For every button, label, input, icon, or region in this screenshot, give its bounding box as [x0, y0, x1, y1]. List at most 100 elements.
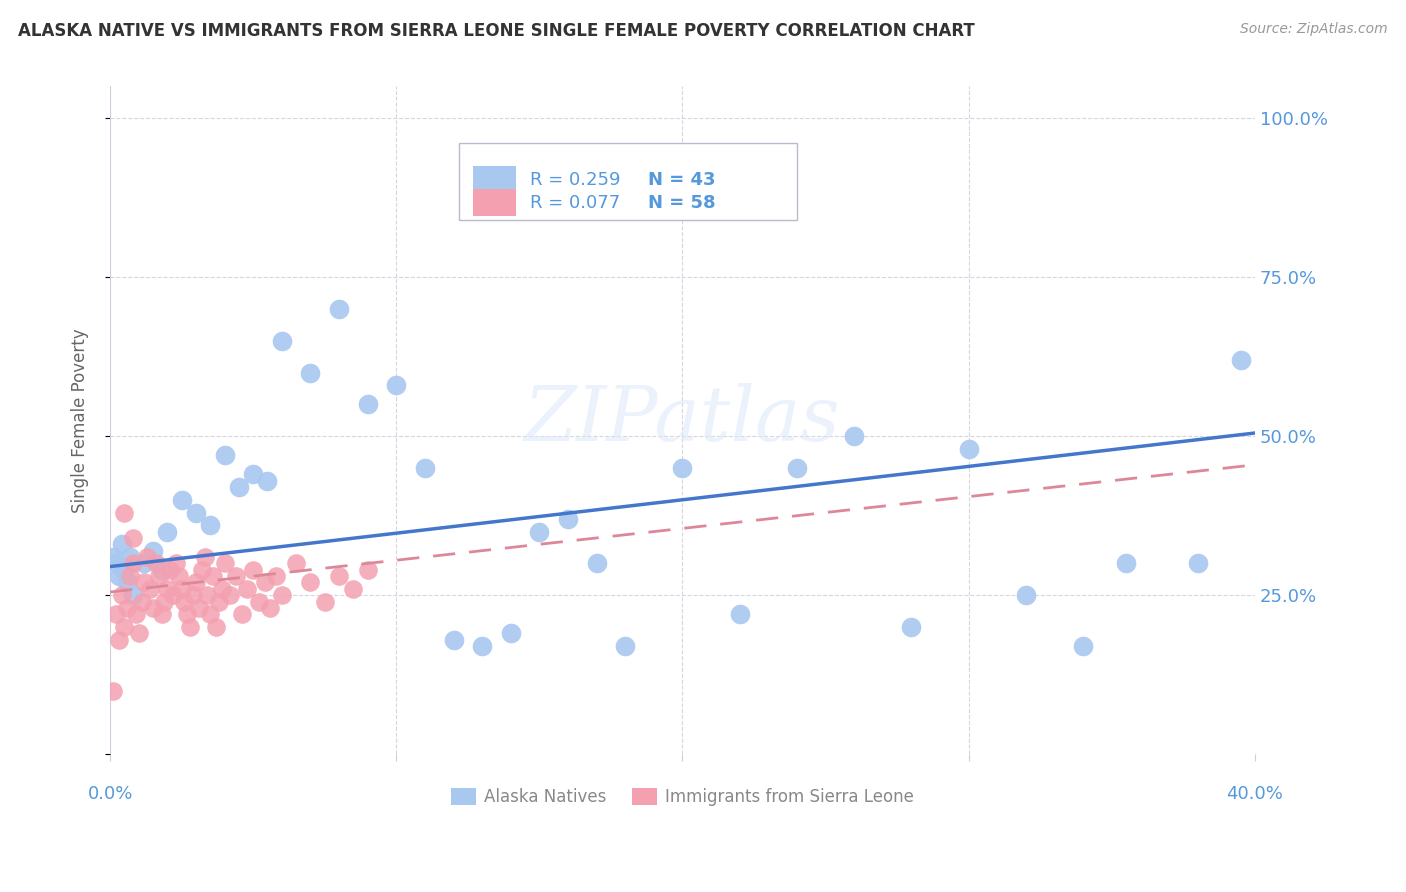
Point — [167, 569, 190, 583]
Point — [299, 366, 322, 380]
Point — [136, 549, 159, 564]
Point — [900, 620, 922, 634]
Legend: Alaska Natives, Immigrants from Sierra Leone: Alaska Natives, Immigrants from Sierra L… — [444, 781, 921, 813]
Point — [253, 575, 276, 590]
Point — [499, 626, 522, 640]
Point — [148, 569, 170, 583]
Point — [134, 575, 156, 590]
Text: R = 0.077: R = 0.077 — [530, 194, 620, 211]
Point — [170, 582, 193, 596]
Point — [139, 582, 162, 596]
Point — [112, 620, 135, 634]
Point — [270, 334, 292, 348]
Point — [202, 569, 225, 583]
Point — [1015, 588, 1038, 602]
Text: ZIPatlas: ZIPatlas — [524, 384, 841, 458]
Point — [170, 492, 193, 507]
Point — [156, 524, 179, 539]
Point — [112, 506, 135, 520]
Point — [162, 588, 184, 602]
Point — [844, 429, 866, 443]
Point — [107, 632, 129, 647]
Point — [299, 575, 322, 590]
Point — [142, 601, 165, 615]
Point — [117, 601, 139, 615]
FancyBboxPatch shape — [460, 143, 797, 220]
Bar — [472, 189, 516, 216]
Point — [211, 582, 233, 596]
Point — [671, 461, 693, 475]
Point — [1115, 557, 1137, 571]
Point — [728, 607, 751, 622]
Point — [957, 442, 980, 456]
Point — [120, 569, 142, 583]
Bar — [472, 166, 516, 193]
Point — [150, 563, 173, 577]
Text: R = 0.259: R = 0.259 — [530, 170, 620, 188]
Point — [242, 563, 264, 577]
Point — [122, 588, 145, 602]
Point — [165, 557, 187, 571]
Point — [1187, 557, 1209, 571]
Text: Source: ZipAtlas.com: Source: ZipAtlas.com — [1240, 22, 1388, 37]
Point — [214, 557, 236, 571]
Point — [614, 639, 637, 653]
Point — [256, 474, 278, 488]
Point — [208, 594, 231, 608]
Point — [117, 575, 139, 590]
Point — [205, 620, 228, 634]
Point — [150, 607, 173, 622]
Point — [190, 563, 212, 577]
Point — [236, 582, 259, 596]
Point — [285, 557, 308, 571]
Point — [242, 467, 264, 482]
Point — [104, 607, 127, 622]
Point — [181, 588, 204, 602]
Point — [342, 582, 364, 596]
Point — [264, 569, 287, 583]
Point — [110, 588, 132, 602]
Point — [314, 594, 336, 608]
Point — [195, 588, 218, 602]
Point — [128, 626, 150, 640]
Point — [101, 549, 124, 564]
Point — [142, 543, 165, 558]
Point — [112, 563, 135, 577]
Point — [200, 518, 222, 533]
Point — [104, 557, 127, 571]
Point — [270, 588, 292, 602]
Point — [228, 480, 250, 494]
Text: ALASKA NATIVE VS IMMIGRANTS FROM SIERRA LEONE SINGLE FEMALE POVERTY CORRELATION : ALASKA NATIVE VS IMMIGRANTS FROM SIERRA … — [18, 22, 974, 40]
Text: N = 58: N = 58 — [648, 194, 716, 211]
Point — [259, 601, 281, 615]
Text: 0.0%: 0.0% — [87, 785, 132, 803]
Point — [122, 557, 145, 571]
Point — [101, 683, 124, 698]
Point — [786, 461, 808, 475]
Text: 40.0%: 40.0% — [1226, 785, 1284, 803]
Point — [120, 549, 142, 564]
Point — [443, 632, 465, 647]
Point — [557, 512, 579, 526]
Point — [184, 506, 207, 520]
Point — [413, 461, 436, 475]
Point — [131, 594, 153, 608]
Point — [193, 549, 215, 564]
Point — [247, 594, 270, 608]
Point — [145, 557, 167, 571]
Y-axis label: Single Female Poverty: Single Female Poverty — [72, 328, 89, 513]
Point — [1229, 352, 1251, 367]
Point — [107, 569, 129, 583]
Point — [134, 557, 156, 571]
Text: N = 43: N = 43 — [648, 170, 716, 188]
Point — [214, 448, 236, 462]
Point — [184, 575, 207, 590]
Point — [125, 607, 148, 622]
Point — [200, 607, 222, 622]
Point — [153, 594, 176, 608]
Point — [159, 563, 181, 577]
Point — [122, 531, 145, 545]
Point — [356, 397, 378, 411]
Point — [231, 607, 253, 622]
Point — [110, 537, 132, 551]
